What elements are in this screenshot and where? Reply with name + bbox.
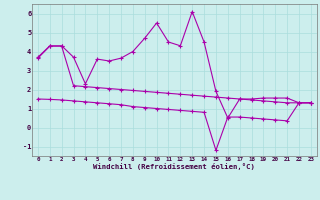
X-axis label: Windchill (Refroidissement éolien,°C): Windchill (Refroidissement éolien,°C) [93,163,255,170]
